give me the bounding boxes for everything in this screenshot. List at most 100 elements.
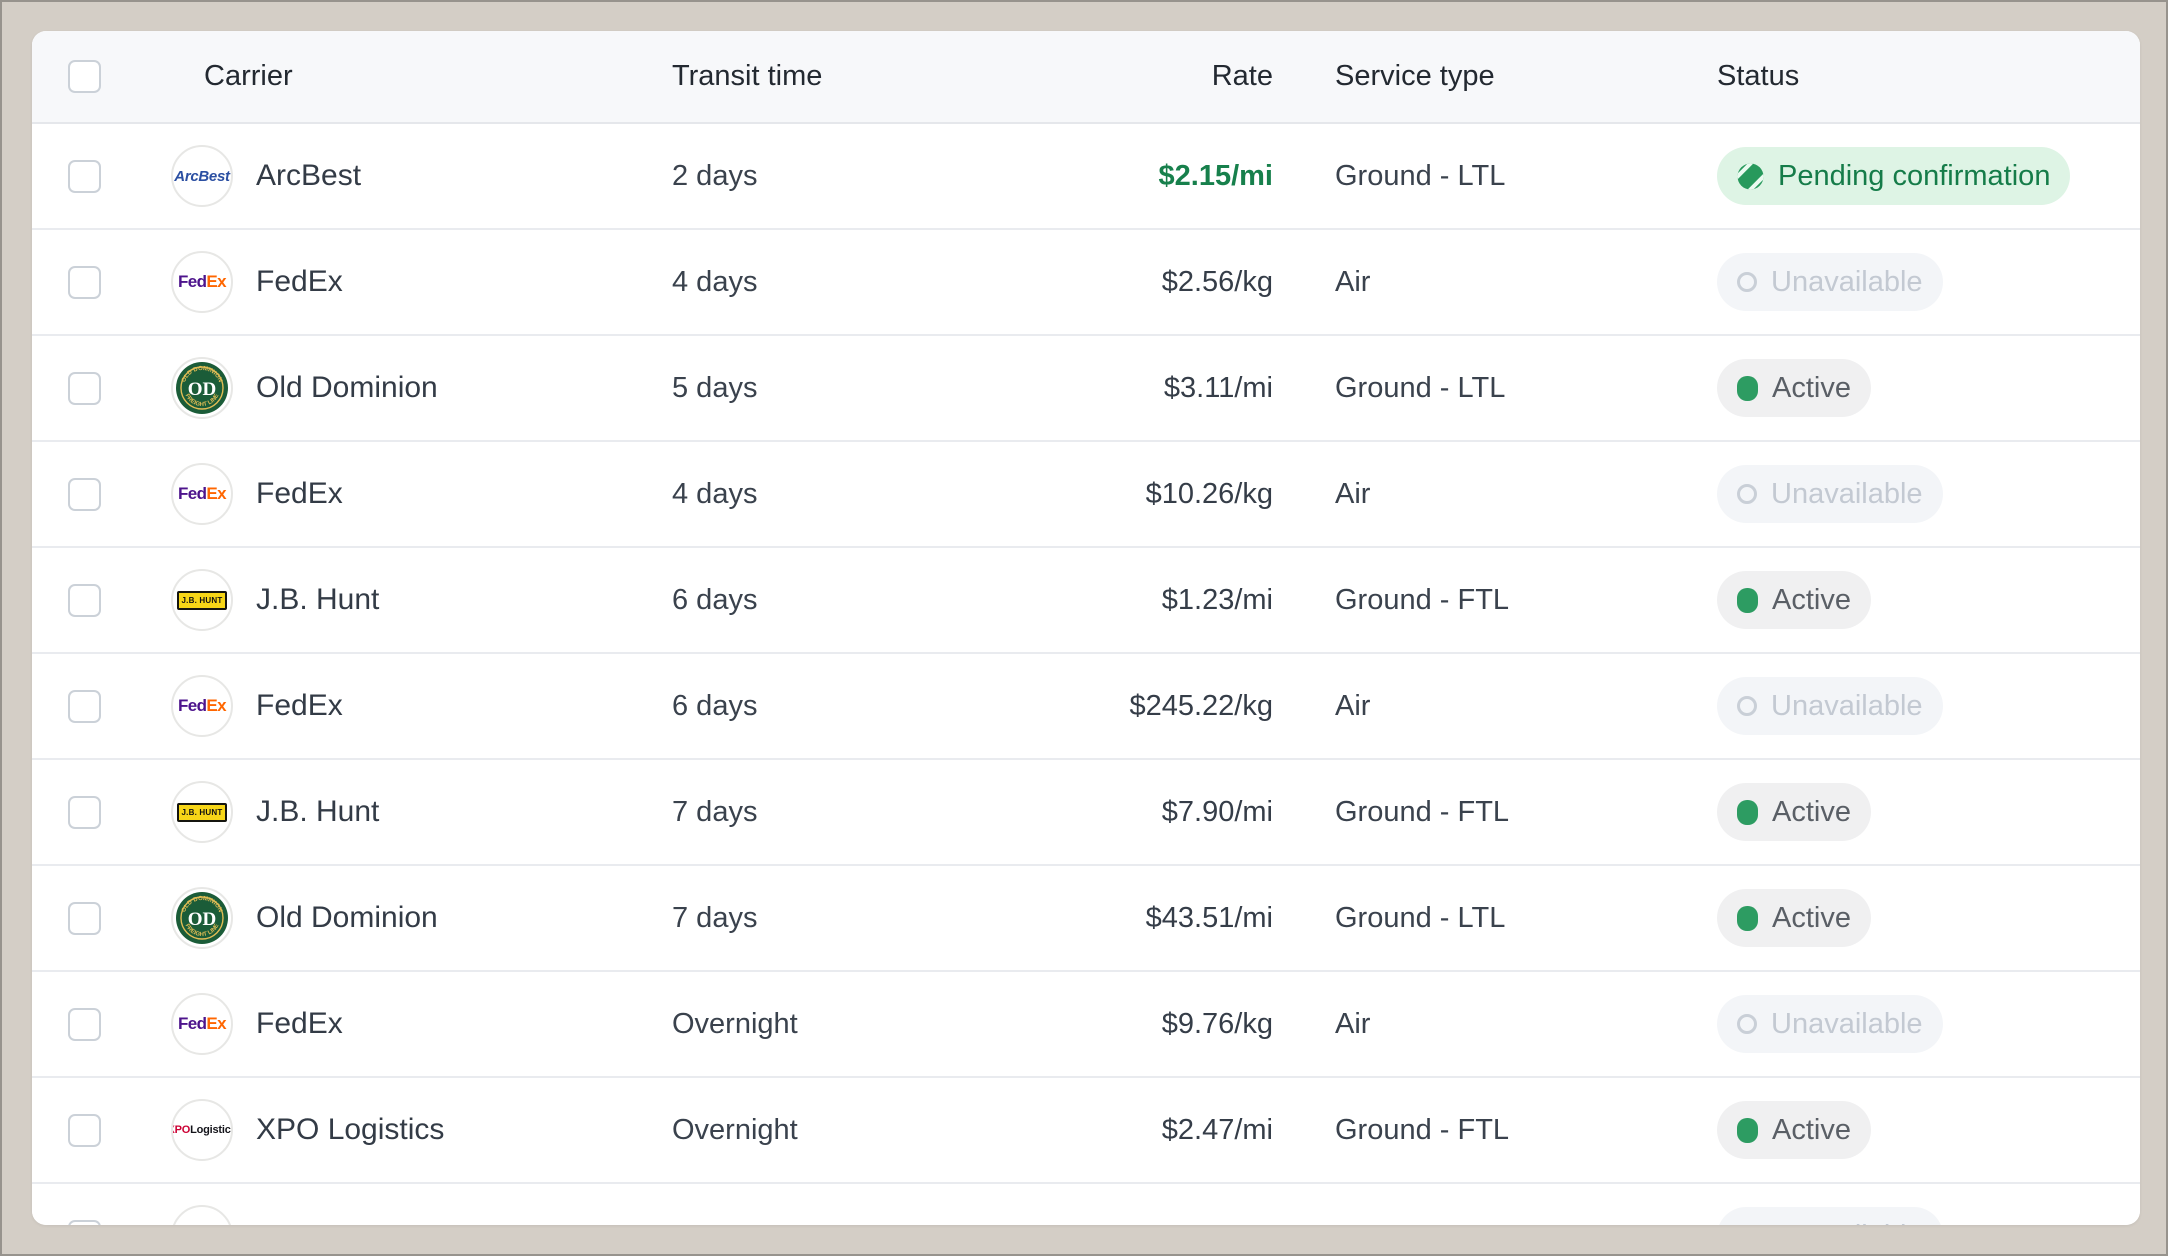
carrier-cell: ArcBest ArcBest	[171, 145, 639, 207]
table-row[interactable]: FedEx FedEx 6 days $245.22/kg Air Unavai…	[32, 654, 2140, 760]
carrier-name: FedEx	[256, 265, 343, 298]
jb-hunt-logo: J.B. HUNT	[176, 590, 228, 610]
rate-value: $1.23/mi	[1161, 583, 1273, 616]
carrier-cell: J.B. HUNT J.B. Hunt	[171, 781, 639, 843]
row-checkbox[interactable]	[68, 1007, 101, 1041]
transit-time-cell: Overnight	[672, 1113, 798, 1146]
active-dot-icon	[1737, 587, 1758, 613]
status-badge-label: Active	[1772, 795, 1851, 828]
table-row-partial[interactable]: Unavailable	[32, 1184, 2140, 1225]
service-type-cell: Ground - LTL	[1335, 371, 1506, 404]
status-badge-label: Active	[1772, 583, 1851, 616]
status-badge: Active	[1717, 571, 1871, 629]
row-checkbox[interactable]	[68, 583, 101, 617]
status-badge-label: Unavailable	[1771, 1220, 1923, 1226]
status-badge-label: Pending confirmation	[1778, 159, 2051, 192]
unavailable-ring-icon	[1737, 1014, 1757, 1034]
select-all-checkbox[interactable]	[68, 60, 101, 93]
status-cell: Active	[1688, 571, 2138, 629]
carrier-name: Old Dominion	[256, 371, 438, 404]
rate-value: $7.90/mi	[1161, 795, 1273, 828]
rate-cell: $2.56/kg	[932, 266, 1273, 299]
status-cell: Active	[1688, 359, 2138, 417]
status-badge: Unavailable	[1717, 677, 1943, 735]
rate-value: $3.11/mi	[1163, 371, 1273, 404]
row-checkbox[interactable]	[68, 159, 101, 193]
carrier-logo-avatar: FedEx	[171, 251, 233, 313]
carrier-logo-avatar: J.B. HUNT	[171, 569, 233, 631]
carrier-cell: FedEx FedEx	[171, 251, 639, 313]
service-type-cell: Ground - FTL	[1335, 795, 1510, 828]
service-type-cell: Air	[1335, 689, 1371, 722]
row-checkbox-cell	[32, 689, 171, 723]
row-checkbox[interactable]	[68, 371, 101, 405]
status-badge: Unavailable	[1717, 465, 1943, 523]
rate-value: $43.51/mi	[1145, 901, 1273, 934]
table-row[interactable]: FedEx FedEx 4 days $10.26/kg Air Unavail…	[32, 442, 2140, 548]
transit-time-cell: 4 days	[672, 265, 758, 298]
status-cell: Unavailable	[1688, 1207, 2138, 1225]
table-row[interactable]: FedEx FedEx Overnight $9.76/kg Air Unava…	[32, 972, 2140, 1078]
row-checkbox-cell	[32, 795, 171, 829]
svg-text:OD: OD	[188, 379, 217, 400]
status-cell: Active	[1688, 783, 2138, 841]
status-cell: Active	[1688, 1101, 2138, 1159]
carrier-logo-avatar: FedEx	[171, 993, 233, 1055]
rate-value: $245.22/kg	[1129, 689, 1273, 722]
transit-time-cell: 6 days	[672, 689, 758, 722]
carrier-name: FedEx	[256, 689, 343, 722]
table-row[interactable]: J.B. HUNT J.B. Hunt 6 days $1.23/mi Grou…	[32, 548, 2140, 654]
status-cell: Pending confirmation	[1688, 147, 2138, 205]
transit-time-cell: Overnight	[672, 1007, 798, 1040]
status-badge: Unavailable	[1717, 995, 1943, 1053]
row-checkbox[interactable]	[68, 477, 101, 511]
old-dominion-logo: OLD DOMINION FREIGHT LINE OD	[176, 892, 228, 944]
status-badge-label: Active	[1772, 901, 1851, 934]
active-dot-icon	[1737, 1117, 1758, 1143]
row-checkbox-cell	[32, 265, 171, 299]
status-badge-label: Unavailable	[1771, 477, 1923, 510]
fedex-logo: FedEx	[177, 272, 227, 291]
column-header-service-type: Service type	[1335, 60, 1495, 92]
carrier-cell: J.B. HUNT J.B. Hunt	[171, 569, 639, 631]
rate-value: $9.76/kg	[1161, 1007, 1273, 1040]
table-row[interactable]: OLD DOMINION FREIGHT LINE OD Old Dominio…	[32, 866, 2140, 972]
service-type-cell: Ground - FTL	[1335, 1113, 1510, 1146]
status-badge: Active	[1717, 889, 1871, 947]
row-checkbox[interactable]	[68, 1113, 101, 1147]
carrier-cell: FedEx FedEx	[171, 993, 639, 1055]
rate-value: $2.56/kg	[1161, 265, 1273, 298]
status-badge-label: Unavailable	[1771, 689, 1923, 722]
row-checkbox[interactable]	[68, 265, 101, 299]
carrier-logo-avatar: FedEx	[171, 675, 233, 737]
status-cell: Unavailable	[1688, 995, 2138, 1053]
table-row[interactable]: FedEx FedEx 4 days $2.56/kg Air Unavaila…	[32, 230, 2140, 336]
rate-cell: $2.15/mi	[932, 160, 1273, 193]
old-dominion-logo: OLD DOMINION FREIGHT LINE OD	[176, 362, 228, 414]
rate-cell: $3.11/mi	[932, 372, 1273, 405]
svg-text:OD: OD	[188, 909, 217, 930]
rate-value: $2.47/mi	[1161, 1113, 1273, 1146]
rate-cell: $10.26/kg	[932, 478, 1273, 511]
table-row[interactable]: J.B. HUNT J.B. Hunt 7 days $7.90/mi Grou…	[32, 760, 2140, 866]
row-checkbox[interactable]	[68, 795, 101, 829]
transit-time-cell: 7 days	[672, 901, 758, 934]
fedex-logo: FedEx	[177, 484, 227, 503]
row-checkbox[interactable]	[68, 689, 101, 723]
unavailable-ring-icon	[1737, 272, 1757, 292]
rate-cell: $7.90/mi	[932, 796, 1273, 829]
row-checkbox-cell	[32, 1219, 171, 1225]
active-dot-icon	[1737, 375, 1758, 401]
pending-slash-icon	[1737, 163, 1764, 189]
row-checkbox[interactable]	[68, 1219, 101, 1225]
carrier-logo-avatar	[171, 1205, 233, 1225]
service-type-cell: Ground - FTL	[1335, 583, 1510, 616]
table-row[interactable]: ArcBest ArcBest 2 days $2.15/mi Ground -…	[32, 124, 2140, 230]
active-dot-icon	[1737, 905, 1758, 931]
row-checkbox[interactable]	[68, 901, 101, 935]
table-row[interactable]: OLD DOMINION FREIGHT LINE OD Old Dominio…	[32, 336, 2140, 442]
unavailable-ring-icon	[1737, 696, 1757, 716]
